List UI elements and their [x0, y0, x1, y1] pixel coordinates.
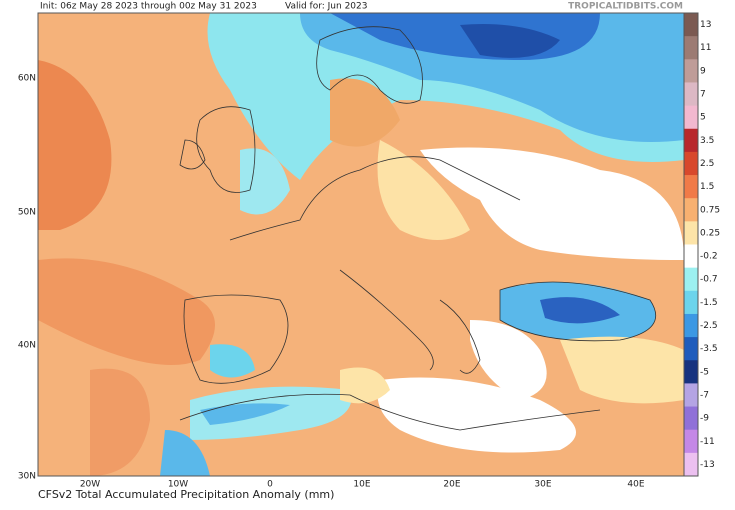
anomaly-area [377, 140, 470, 240]
lat-label: 30N [18, 472, 36, 482]
colorbar-segment [684, 290, 698, 315]
anomaly-area [240, 148, 290, 215]
colorbar: 13 11 9 7 5 3.5 2.5 1.5 0.75 0.25 -0.2 -0.7 -1.5 -2.5… [683, 12, 720, 477]
colorbar-segment [684, 383, 698, 408]
colorbar-segment [684, 221, 698, 245]
colorbar-label: 9 [700, 66, 706, 76]
colorbar-segment [684, 151, 698, 176]
colorbar-label: -9 [700, 414, 709, 424]
anomaly-area [160, 430, 210, 476]
anomaly-area [90, 368, 150, 476]
colorbar-label: -2.5 [700, 321, 718, 331]
colorbar-segment [684, 59, 698, 83]
anomaly-area [460, 24, 560, 58]
init-text: Init: 06z May 28 2023 through 00z May 31… [40, 2, 257, 12]
anomaly-area [340, 367, 390, 404]
colorbar-segment [684, 337, 698, 361]
colorbar-segment [684, 452, 698, 477]
lon-label: 20W [80, 480, 100, 490]
colorbar-label: -1.5 [700, 298, 718, 308]
map [38, 13, 684, 476]
colorbar-segment [684, 406, 698, 431]
colorbar-label: 13 [700, 20, 711, 30]
colorbar-segment [684, 13, 698, 37]
colorbar-label: 1.5 [700, 182, 714, 192]
colorbar-segment [684, 313, 698, 338]
lat-label: 60N [18, 74, 36, 84]
colorbar-segment [684, 244, 698, 269]
anomaly-area [210, 344, 255, 378]
anomaly-area [190, 386, 352, 440]
site-text: TROPICALTIDBITS.COM [568, 2, 683, 12]
colorbar-label: 3.5 [700, 136, 714, 146]
colorbar-segment [684, 128, 698, 153]
lon-label: 30E [534, 480, 551, 490]
colorbar-label: -5 [700, 367, 709, 377]
colorbar-label: -3.5 [700, 344, 718, 354]
colorbar-label: -7 [700, 390, 709, 400]
colorbar-label: -0.2 [700, 252, 718, 262]
colorbar-segment [684, 82, 698, 107]
lon-label: 20E [443, 480, 460, 490]
coastline [179, 26, 656, 431]
colorbar-label: 0.75 [700, 205, 720, 215]
colorbar-label: 2.5 [700, 159, 714, 169]
colorbar-segment [684, 429, 698, 454]
colorbar-label: 5 [700, 113, 706, 123]
anomaly-area [200, 403, 290, 425]
colorbar-label: 0.25 [700, 228, 720, 238]
lon-label: 40E [627, 480, 644, 490]
valid-text: Valid for: Jun 2023 [285, 2, 368, 12]
colorbar-frame [683, 12, 699, 477]
lat-label: 40N [18, 341, 36, 351]
colorbar-label: -11 [700, 437, 715, 447]
anomaly-area [300, 13, 684, 142]
colorbar-segment [684, 105, 698, 130]
axis-labels: 60N 50N 40N 30N 20W 10W 0 10E 20E 30E 40E [18, 74, 645, 490]
colorbar-segment [684, 36, 698, 60]
lon-label: 10W [168, 480, 188, 490]
anomaly-area [38, 60, 112, 230]
lon-label: 0 [267, 480, 273, 490]
colorbar-segment [684, 267, 698, 292]
anomaly-area [560, 336, 684, 404]
colorbar-segment [684, 360, 698, 384]
footer-title: CFSv2 Total Accumulated Precipitation An… [38, 488, 334, 501]
colorbar-segment [684, 198, 698, 222]
colorbar-label: -13 [700, 460, 715, 470]
lon-label: 10E [353, 480, 370, 490]
anomaly-area [420, 147, 684, 260]
colorbar-label: -0.7 [700, 275, 718, 285]
lat-label: 50N [18, 208, 36, 218]
anomaly-area [377, 377, 576, 453]
colorbar-label: 11 [700, 43, 711, 53]
anomaly-area [38, 258, 215, 365]
anomaly-area [540, 297, 620, 324]
anomaly-area [470, 320, 547, 400]
anomaly-area [330, 78, 400, 147]
colorbar-segment [684, 175, 698, 199]
colorbar-label: 7 [700, 90, 706, 100]
